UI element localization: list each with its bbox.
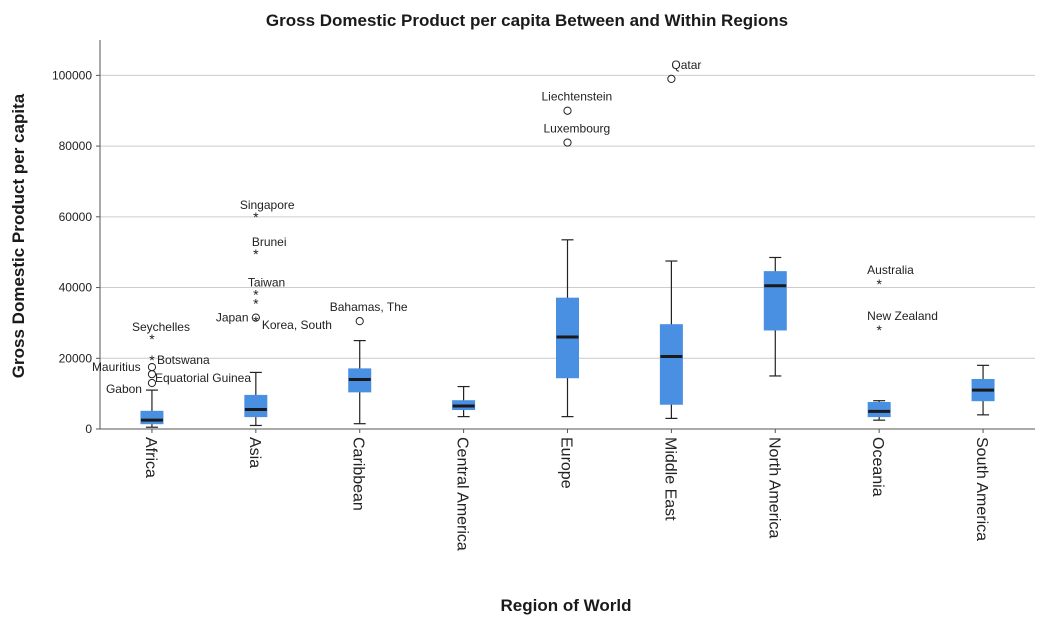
x-tick-label-middle-east: Middle East <box>661 437 678 521</box>
box-central-america <box>452 385 476 418</box>
outlier-label-japan: Japan <box>216 311 249 325</box>
outlier-label-new-zealand: New Zealand <box>867 309 938 323</box>
axis-layer: 0 20000 40000 60000 80000 100000 Africa Asia Car… <box>52 40 1035 551</box>
extreme-marker-singapore: * <box>253 209 259 225</box>
x-tick-label-oceania: Oceania <box>869 437 886 497</box>
outlier-label-singapore: Singapore <box>240 198 295 212</box>
outlier-label-mauritius: Mauritius <box>92 360 141 374</box>
x-tick-label-caribbean: Caribbean <box>350 437 367 511</box>
extreme-marker-korea-south: * <box>253 313 259 329</box>
box-oceania <box>867 400 891 421</box>
box-africa <box>140 389 164 428</box>
box-middle-east <box>659 260 683 419</box>
outlier-marker-qatar <box>667 74 676 84</box>
x-tick-label-europe: Europe <box>558 437 575 489</box>
extreme-marker-australia: * <box>876 276 882 292</box>
extreme-marker-botswana: * <box>149 352 155 368</box>
outlier-label-qatar: Qatar <box>671 58 701 72</box>
extreme-marker-seychelles: * <box>149 331 155 347</box>
y-tick-label-0: 0 <box>85 422 92 436</box>
x-tick-label-asia: Asia <box>246 437 263 468</box>
outlier-label-bahamas-the: Bahamas, The <box>330 300 408 314</box>
outlier-label-korea-south: Korea, South <box>262 318 332 332</box>
extreme-marker-brunei: * <box>253 246 259 262</box>
outlier-marker-equatorial-guinea <box>147 370 157 379</box>
outlier-label-brunei: Brunei <box>252 235 287 249</box>
outlier-label-equatorial-guinea: Equatorial Guinea <box>155 371 251 385</box>
y-tick-label-40000: 40000 <box>59 281 93 295</box>
y-tick-label-60000: 60000 <box>59 210 93 224</box>
extreme-marker-unlabeled-8: * <box>253 295 259 311</box>
outlier-label-liechtenstein: Liechtenstein <box>542 90 613 104</box>
box-layer <box>140 239 995 428</box>
box-north-america <box>763 256 787 377</box>
extreme-marker-new-zealand: * <box>876 322 882 338</box>
outlier-label-seychelles: Seychelles <box>132 320 190 334</box>
outlier-label-botswana: Botswana <box>157 353 210 367</box>
y-axis-title: Gross Domestic Product per capita <box>9 93 28 378</box>
x-tick-label-africa: Africa <box>142 437 159 478</box>
box-asia <box>244 371 268 427</box>
iqr-box-oceania <box>867 401 891 418</box>
y-tick-label-100000: 100000 <box>52 68 92 82</box>
outlier-label-gabon: Gabon <box>106 382 142 396</box>
y-tick-label-80000: 80000 <box>59 139 93 153</box>
outlier-label-luxembourg: Luxembourg <box>544 122 611 136</box>
chart-title: Gross Domestic Product per capita Betwee… <box>266 11 788 30</box>
x-tick-label-south-america: South America <box>973 437 990 541</box>
outlier-label-australia: Australia <box>867 263 914 277</box>
x-axis-title: Region of World <box>501 596 632 615</box>
iqr-box-middle-east <box>659 324 683 405</box>
outlier-marker-japan <box>251 313 260 322</box>
extreme-marker-taiwan: * <box>253 287 259 303</box>
iqr-box-north-america <box>763 271 787 331</box>
grid-layer <box>100 74 1035 359</box>
outlier-marker-luxembourg <box>563 138 572 147</box>
x-tick-label-north-america: North America <box>765 437 782 538</box>
outlier-marker-bahamas-the <box>355 317 364 326</box>
iqr-box-asia <box>244 394 268 418</box>
outlier-label-taiwan: Taiwan <box>248 276 285 290</box>
x-tick-label-central-america: Central America <box>454 437 471 551</box>
box-europe <box>556 239 579 418</box>
outlier-marker-gabon <box>147 378 157 388</box>
iqr-box-africa <box>140 410 164 425</box>
box-south-america <box>971 364 995 416</box>
outlier-marker-liechtenstein <box>563 106 572 115</box>
box-caribbean <box>348 339 372 425</box>
y-tick-label-20000: 20000 <box>59 351 93 365</box>
